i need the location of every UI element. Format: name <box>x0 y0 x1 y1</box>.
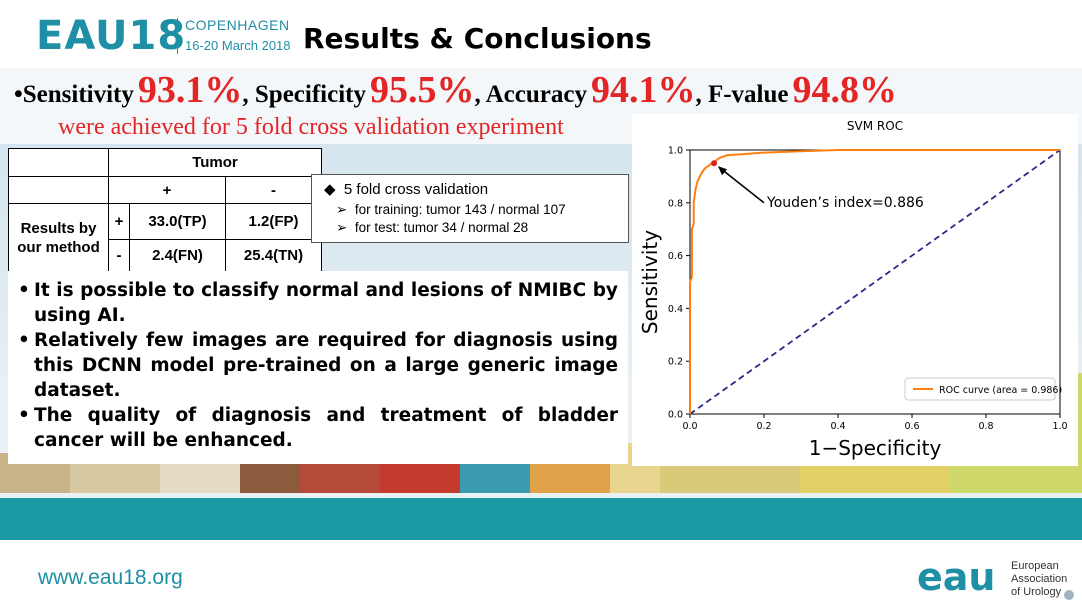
slide-title: Results & Conclusions <box>303 22 652 55</box>
specificity-label: , Specificity <box>242 81 366 108</box>
arrow-bullet-icon: ➢ <box>336 220 348 235</box>
diamond-icon: ◆ <box>324 181 336 198</box>
background-canal <box>0 498 1082 540</box>
matrix-tn: 25.4(TN) <box>225 239 322 272</box>
legend-label: ROC curve (area = 0.986) <box>939 385 1062 396</box>
confusion-matrix: Tumor + - Results by our method + 33.0(T… <box>8 148 322 272</box>
legend-box <box>904 377 1056 401</box>
annotation-arrow <box>718 166 765 204</box>
conclusion-item: • The quality of diagnosis and treatment … <box>18 405 618 451</box>
eau18-logo: EAU18 <box>36 13 187 59</box>
y-tick-label: 0.0 <box>668 410 683 421</box>
x-tick-label: 0.2 <box>756 421 771 432</box>
corner-dot <box>1064 590 1074 600</box>
arrow-bullet-icon: ➢ <box>336 202 348 217</box>
sensitivity-value: 93.1% <box>137 69 243 111</box>
matrix-fp: 1.2(FP) <box>225 203 322 240</box>
matrix-row-plus: + <box>108 203 130 240</box>
y-tick-label: 0.8 <box>668 198 683 209</box>
chance-line <box>689 149 1061 415</box>
metrics-summary: •Sensitivity 93.1%, Specificity 95.5%, A… <box>14 68 897 112</box>
arrowhead-icon <box>718 166 728 176</box>
cv-test: ➢ for test: tumor 34 / normal 28 <box>336 220 529 235</box>
matrix-tumor-plus: + <box>108 176 226 204</box>
accuracy-value: 94.1% <box>590 69 696 111</box>
logo-divider <box>177 18 178 54</box>
metrics-subline: were achieved for 5 fold cross validatio… <box>58 114 564 140</box>
x-tick-label: 0.8 <box>978 421 993 432</box>
matrix-corner-2 <box>8 176 109 204</box>
logo-city: COPENHAGEN <box>185 17 290 33</box>
y-tick-label: 0.2 <box>668 357 683 368</box>
matrix-tumor-minus: - <box>225 176 322 204</box>
conclusion-item: • Relatively few images are required for … <box>18 330 618 401</box>
roc-chart: SVM ROC 0.0 0.2 0.4 0.6 0.8 1.0 0.0 0.2 0.4 0.6 0.8… <box>638 119 1068 460</box>
x-tick-label: 0.0 <box>682 421 697 432</box>
fvalue-label: , F-value <box>695 81 789 108</box>
matrix-row-label: Results by our method <box>8 203 109 272</box>
logo-dates: 16-20 March 2018 <box>185 38 291 53</box>
x-axis-label: 1−Specificity <box>809 436 942 460</box>
sensitivity-label: Sensitivity <box>22 81 134 108</box>
x-tick-label: 0.4 <box>830 421 845 432</box>
y-tick-label: 0.4 <box>668 304 683 315</box>
matrix-row-minus: - <box>108 239 130 272</box>
cross-validation-box: ◆ 5 fold cross validation ➢ for training… <box>311 174 629 243</box>
youden-annotation: Youden’s index=0.886 <box>766 195 924 211</box>
conclusion-item: • It is possible to classify normal and l… <box>18 280 618 326</box>
accuracy-label: , Accuracy <box>474 81 587 108</box>
y-tick-label: 0.6 <box>668 251 683 262</box>
y-tick-label: 1.0 <box>668 146 683 157</box>
cv-title: ◆ 5 fold cross validation <box>324 181 489 198</box>
cv-training: ➢ for training: tumor 143 / normal 107 <box>336 202 566 217</box>
roc-chart-panel: SVM ROC 0.0 0.2 0.4 0.6 0.8 1.0 0.0 0.2 0.4 0.6 0.8… <box>632 114 1078 466</box>
eau-logo: eau <box>917 555 996 599</box>
stats-bullet: • <box>14 81 23 108</box>
fvalue-value: 94.8% <box>792 69 898 111</box>
eau-org-name: European Association of Urology <box>1011 560 1068 598</box>
matrix-corner <box>8 148 109 177</box>
footer-url[interactable]: www.eau18.org <box>38 566 183 589</box>
slide-footer <box>0 540 1082 602</box>
matrix-tumor-header: Tumor <box>108 148 322 177</box>
matrix-tp: 33.0(TP) <box>129 203 226 240</box>
youden-point <box>711 160 718 167</box>
y-axis-label: Sensitivity <box>638 230 662 334</box>
slide-header: EAU18 COPENHAGEN 16-20 March 2018 Result… <box>0 0 1082 68</box>
x-tick-label: 0.6 <box>904 421 919 432</box>
x-tick-label: 1.0 <box>1052 421 1067 432</box>
matrix-fn: 2.4(FN) <box>129 239 226 272</box>
roc-curve <box>689 149 1060 414</box>
chart-title: SVM ROC <box>847 119 903 133</box>
conclusions-box: • It is possible to classify normal and l… <box>8 271 628 464</box>
specificity-value: 95.5% <box>369 69 475 111</box>
